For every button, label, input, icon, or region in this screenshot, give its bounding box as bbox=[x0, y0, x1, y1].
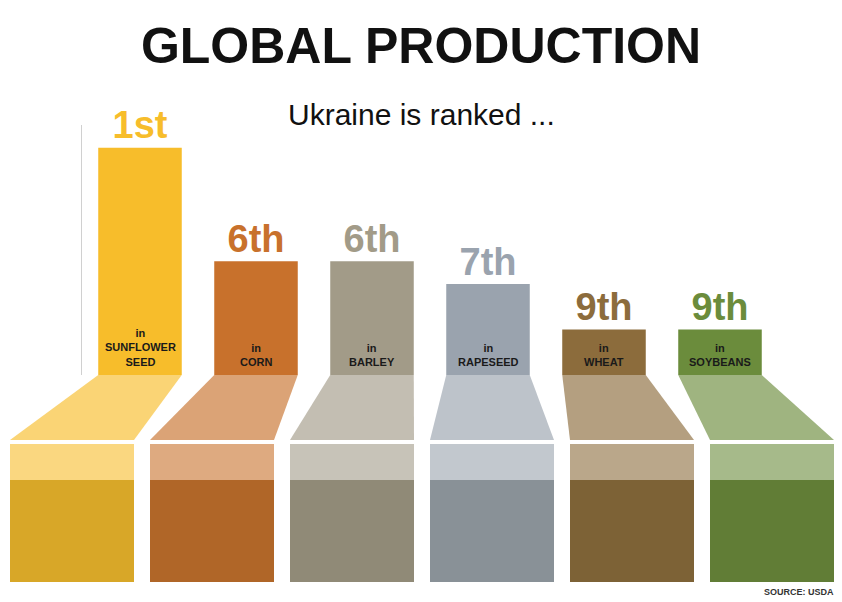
svg-text:9th: 9th bbox=[576, 286, 633, 328]
svg-text:inSUNFLOWERSEED: inSUNFLOWERSEED bbox=[105, 327, 176, 368]
svg-text:SOURCE: USDA: SOURCE: USDA bbox=[764, 587, 834, 597]
svg-text:inSOYBEANS: inSOYBEANS bbox=[689, 342, 751, 368]
svg-text:6th: 6th bbox=[228, 218, 285, 260]
svg-text:GLOBAL PRODUCTION: GLOBAL PRODUCTION bbox=[141, 18, 701, 74]
svg-text:6th: 6th bbox=[344, 218, 401, 260]
svg-text:7th: 7th bbox=[460, 241, 517, 283]
svg-text:inRAPESEED: inRAPESEED bbox=[458, 342, 519, 368]
svg-text:inCORN: inCORN bbox=[240, 342, 272, 368]
svg-text:Ukraine is ranked ...: Ukraine is ranked ... bbox=[288, 98, 555, 131]
svg-text:inWHEAT: inWHEAT bbox=[584, 342, 624, 368]
svg-text:inBARLEY: inBARLEY bbox=[349, 342, 395, 368]
svg-text:9th: 9th bbox=[692, 286, 749, 328]
svg-text:1st: 1st bbox=[113, 104, 168, 146]
